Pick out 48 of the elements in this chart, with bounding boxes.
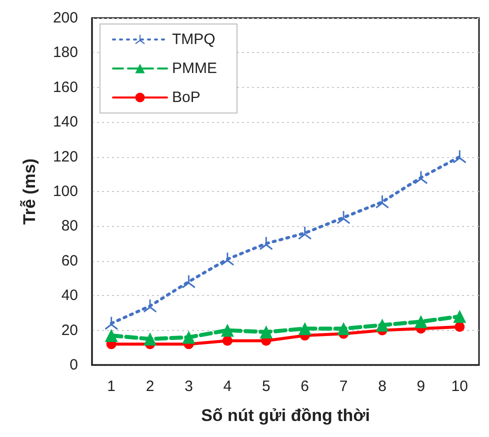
x-tick-label: 4: [223, 378, 232, 395]
x-tick-label: 7: [339, 378, 348, 395]
point: [144, 332, 157, 346]
point: [298, 322, 312, 336]
point: [182, 275, 196, 288]
point: [260, 237, 273, 250]
point: [337, 211, 350, 224]
x-tick-label: 2: [146, 378, 154, 395]
legend-label: PMME: [172, 60, 217, 77]
point: [104, 329, 118, 342]
y-tick-label: 160: [52, 78, 78, 96]
y-tick-label: 100: [52, 183, 78, 200]
point: [298, 226, 312, 240]
y-tick-label: 140: [52, 114, 78, 131]
point: [453, 310, 466, 323]
y-tick-label: 120: [52, 148, 78, 166]
x-tick-label: 6: [300, 378, 310, 395]
point: [337, 322, 350, 336]
x-tick-label: 3: [184, 378, 193, 395]
point: [144, 300, 157, 313]
x-tick-label: 5: [262, 378, 270, 395]
x-axis-title: Số nút gửi đồng thời: [201, 406, 370, 425]
point: [376, 195, 389, 208]
point: [220, 324, 234, 337]
point: [260, 326, 273, 339]
point: [454, 322, 465, 332]
point: [182, 330, 196, 344]
x-tick-label: 8: [378, 378, 386, 395]
point: [222, 336, 232, 346]
x-tick-label: 10: [451, 378, 468, 395]
y-tick-label: 20: [61, 322, 78, 339]
legend-label: TMPQ: [172, 31, 216, 48]
point: [104, 316, 118, 330]
y-tick-label: 180: [52, 44, 78, 62]
y-tick-label: 200: [52, 10, 78, 26]
x-tick-label: 1: [107, 378, 116, 395]
point: [414, 171, 428, 184]
point: [220, 252, 234, 266]
x-tick-label: 9: [416, 378, 426, 395]
y-tick-label: 0: [70, 356, 78, 374]
point: [414, 315, 428, 328]
y-tick-label: 80: [61, 218, 78, 235]
y-tick-label: 60: [61, 252, 78, 270]
point: [453, 150, 466, 164]
y-axis-title: Trễ (ms): [20, 158, 39, 225]
legend-label: BoP: [172, 89, 200, 106]
y-tick-label: 40: [61, 287, 78, 304]
point: [376, 318, 389, 332]
